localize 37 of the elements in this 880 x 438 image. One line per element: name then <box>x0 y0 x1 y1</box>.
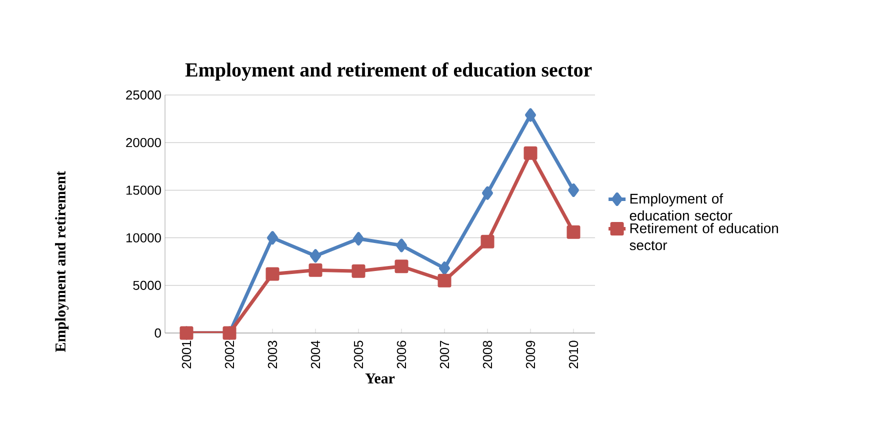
point <box>482 186 494 200</box>
x-tick-label: 2006 <box>396 340 406 368</box>
point <box>266 267 280 281</box>
x-tick-label: 2004 <box>310 340 320 368</box>
x-tick-label: 2001 <box>182 340 192 368</box>
y-tick-label: 25000 <box>126 90 161 100</box>
x-axis-title: Year <box>365 374 395 384</box>
y-tick-label: 15000 <box>126 186 161 195</box>
x-tick-label: 2007 <box>440 340 450 368</box>
y-tick-label: 5000 <box>133 280 161 290</box>
point <box>524 146 538 160</box>
point <box>353 232 364 246</box>
point <box>396 238 407 252</box>
point <box>566 225 580 239</box>
y-axis-title: Employment and retirement <box>55 171 69 352</box>
point <box>308 263 322 277</box>
y-tick-label: 20000 <box>126 138 161 148</box>
point <box>568 183 580 197</box>
point <box>267 231 278 245</box>
point <box>480 234 494 248</box>
chart-title: Employment and retirement of education sector <box>185 62 592 81</box>
x-tick-label: 2008 <box>482 340 492 368</box>
point <box>352 264 366 278</box>
legend-label: Employment of education sector <box>630 193 732 221</box>
point <box>438 274 452 288</box>
legend-label: Retirement of education sector <box>630 222 778 250</box>
x-tick-label: 2005 <box>354 340 364 368</box>
point <box>310 249 321 263</box>
y-tick-label: 0 <box>154 328 161 338</box>
y-tick-label: 10000 <box>126 233 161 242</box>
x-tick-label: 2010 <box>568 340 578 368</box>
point <box>439 262 450 276</box>
point <box>394 260 408 274</box>
x-tick-label: 2009 <box>526 340 536 368</box>
x-tick-label: 2003 <box>268 340 278 368</box>
point <box>525 108 536 122</box>
x-tick-label: 2002 <box>224 340 234 368</box>
